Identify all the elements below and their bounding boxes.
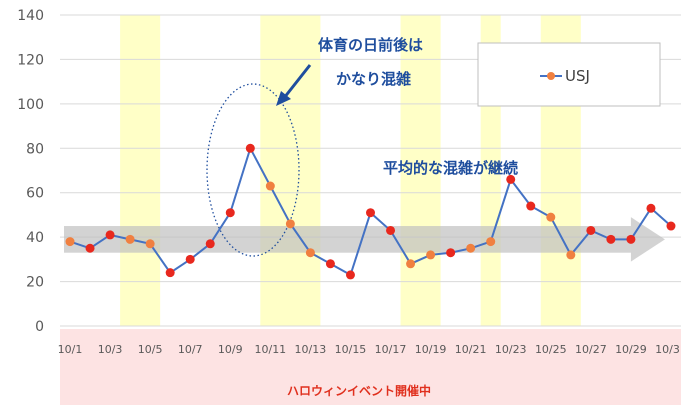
legend: USJ [477, 42, 661, 107]
legend-label-usj: USJ [565, 67, 590, 85]
x-tick-10-13: 10/13 [295, 343, 327, 356]
data-point-10-8 [205, 239, 215, 249]
data-point-10-13 [305, 248, 315, 258]
data-point-10-1 [65, 237, 75, 247]
x-tick-10-17: 10/17 [375, 343, 407, 356]
data-point-10-4 [125, 234, 135, 244]
x-tick-10-29: 10/29 [615, 343, 647, 356]
y-tick-20: 20 [26, 275, 44, 291]
x-tick-10-23: 10/23 [495, 343, 527, 356]
x-tick-10-25: 10/25 [535, 343, 567, 356]
data-point-10-21 [466, 243, 476, 253]
x-tick-10-1: 10/1 [58, 343, 83, 356]
data-point-10-12 [285, 219, 295, 229]
halloween-banner-background [60, 329, 681, 405]
x-axis-ticks: 10/1 10/3 10/5 10/7 10/9 10/11 10/13 10/15 10/17… [58, 343, 681, 356]
highlight-band-0 [120, 15, 161, 326]
x-tick-10-7: 10/7 [178, 343, 203, 356]
legend-box [477, 42, 661, 107]
annotation-sports-day-line2: かなり混雑 [336, 70, 411, 88]
y-tick-40: 40 [26, 230, 44, 246]
trend-arrow-head [630, 217, 665, 262]
data-point-10-5 [145, 239, 155, 249]
x-tick-10-15: 10/15 [335, 343, 367, 356]
trend-arrow-body [64, 226, 631, 253]
data-point-10-10 [245, 143, 255, 153]
x-tick-10-3: 10/3 [98, 343, 123, 356]
data-point-10-27 [586, 225, 596, 235]
data-point-10-29 [626, 234, 636, 244]
highlight-band-1 [260, 15, 321, 326]
data-point-10-7 [185, 254, 195, 264]
y-axis-ticks: 0 20 40 60 80 100 120 140 [17, 8, 44, 335]
data-point-10-19 [426, 250, 436, 260]
data-points [65, 143, 676, 280]
data-point-10-15 [345, 270, 355, 280]
sports-day-highlight-ellipse [206, 83, 300, 257]
x-tick-10-19: 10/19 [415, 343, 447, 356]
y-tick-100: 100 [17, 97, 44, 113]
data-point-10-20 [446, 248, 456, 258]
data-point-10-17 [386, 225, 396, 235]
data-point-10-14 [325, 259, 335, 269]
y-tick-0: 0 [35, 319, 44, 335]
data-point-10-22 [486, 237, 496, 247]
x-tick-10-21: 10/21 [455, 343, 487, 356]
trend-arrow [64, 217, 665, 262]
legend-marker-sample [547, 72, 555, 80]
data-point-10-2 [85, 243, 95, 253]
x-tick-10-27: 10/27 [575, 343, 607, 356]
gridlines [60, 14, 681, 327]
y-tick-60: 60 [26, 186, 44, 202]
data-point-10-9 [225, 208, 235, 218]
annotation-sports-day-line1: 体育の日前後は [318, 36, 423, 54]
data-point-10-16 [366, 208, 375, 218]
data-point-10-28 [606, 234, 616, 244]
data-point-10-6 [165, 268, 175, 278]
data-point-10-3 [105, 230, 115, 240]
y-tick-80: 80 [26, 141, 44, 157]
y-tick-140: 140 [17, 8, 44, 24]
data-point-10-26 [566, 250, 576, 260]
annotation-arrow [276, 64, 312, 106]
x-tick-10-11: 10/11 [254, 343, 286, 356]
data-point-10-23 [506, 174, 516, 184]
data-point-10-18 [406, 259, 416, 269]
x-tick-10-5: 10/5 [138, 343, 163, 356]
data-point-10-30 [646, 203, 656, 213]
halloween-banner-text: ハロウィンイベント開催中 [287, 383, 431, 398]
data-point-10-24 [526, 201, 536, 211]
annotation-average-congestion: 平均的な混雑が継続 [383, 159, 518, 177]
highlight-band-2 [400, 15, 441, 326]
data-point-10-25 [546, 212, 556, 222]
data-point-10-31 [666, 221, 676, 231]
y-tick-120: 120 [17, 52, 44, 68]
data-point-10-11 [265, 181, 275, 191]
x-tick-10-31: 10/31 [655, 343, 681, 356]
x-tick-10-9: 10/9 [218, 343, 243, 356]
